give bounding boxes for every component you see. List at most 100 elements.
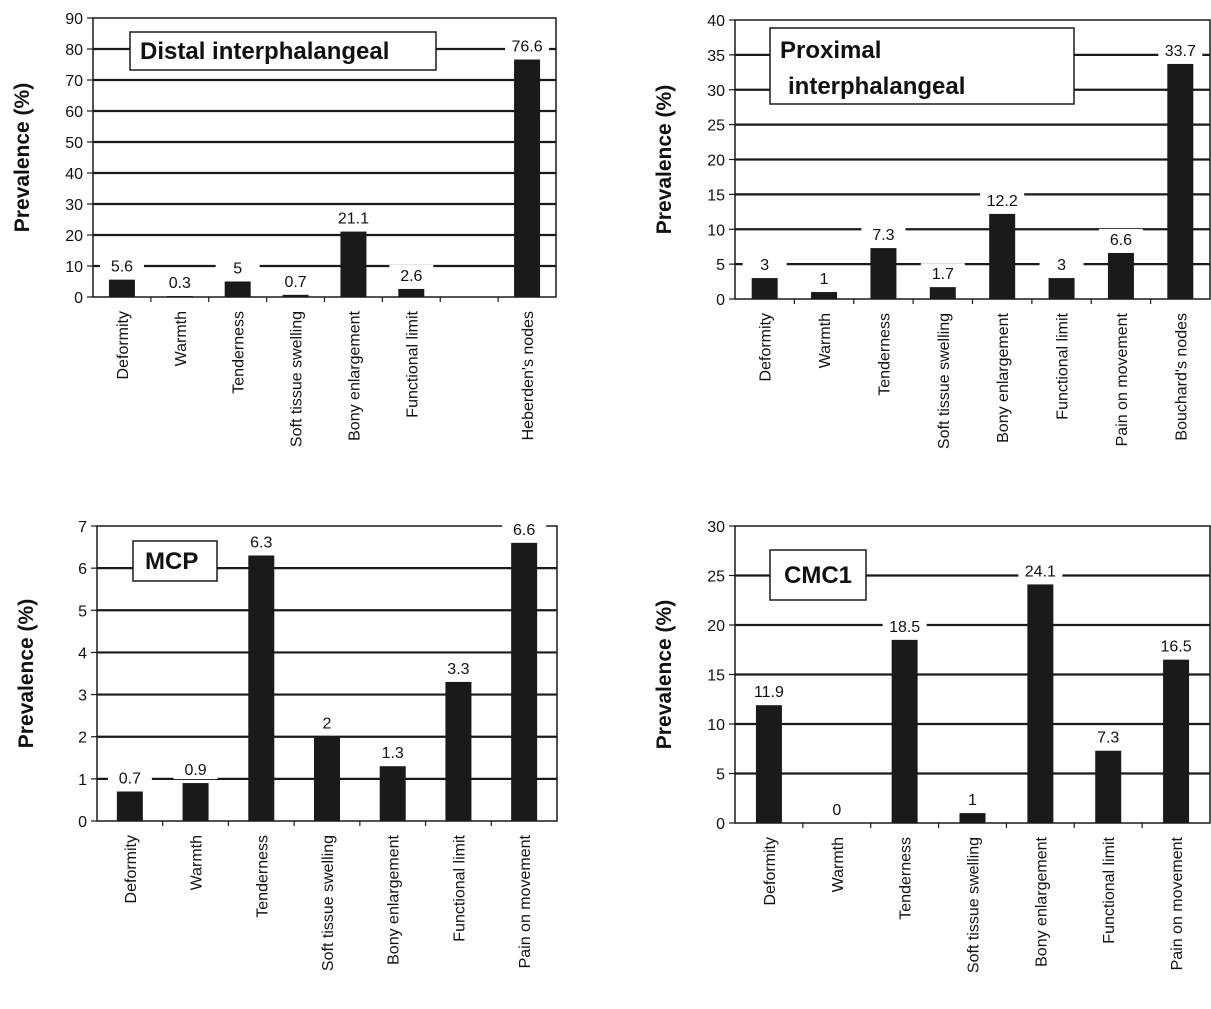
y-tick-label: 25 (707, 569, 725, 586)
y-tick-label: 40 (707, 13, 725, 30)
y-tick-label: 1 (78, 772, 87, 789)
bar-functional-limit (445, 681, 472, 821)
bar-bouchard-s-nodes (1167, 63, 1194, 299)
data-label-backing (746, 681, 791, 702)
x-category-label: Pain on movement (1169, 836, 1186, 970)
y-tick-label: 20 (707, 153, 725, 170)
bar-bony-enlargement (989, 213, 1016, 299)
bar-bony-enlargement (379, 766, 406, 821)
data-label-backing (742, 254, 787, 275)
x-category-label: Tenderness (231, 311, 248, 394)
bar-soft-tissue-swelling (314, 736, 340, 821)
data-label-backing (920, 263, 965, 284)
data-label-backing (814, 799, 859, 819)
x-category-label: Tenderness (876, 313, 893, 396)
y-tick-label: 5 (716, 257, 725, 274)
data-label-pain-on-movement: 16.5 (1161, 639, 1192, 656)
bar-bony-enlargement (340, 231, 367, 297)
panel-title-box (132, 540, 218, 582)
x-category-label: Functional limit (1055, 312, 1072, 419)
y-tick-label: 10 (707, 222, 725, 239)
data-label-backing (239, 531, 284, 552)
y-tick-label: 0 (74, 290, 83, 307)
x-category-label: Tenderness (898, 837, 915, 920)
panel-title-box (769, 549, 867, 601)
y-tick-label: 7 (78, 519, 87, 536)
data-label-deformity: 11.9 (754, 684, 784, 701)
bar-heberden-s-nodes (514, 59, 541, 297)
data-label-heberden-s-nodes: 76.6 (511, 39, 542, 56)
data-label-backing (505, 35, 550, 56)
data-label-warmth: 0.9 (184, 762, 206, 779)
y-tick-label: 30 (707, 519, 725, 536)
x-category-label: Pain on movement (1114, 312, 1131, 446)
data-label-deformity: 5.6 (111, 259, 133, 276)
data-label-functional-limit: 2.6 (400, 268, 422, 285)
data-label-backing (157, 272, 202, 293)
data-label-soft-tissue-swelling: 1.7 (932, 266, 954, 283)
x-category-label: Warmth (817, 313, 834, 368)
x-category-label: Heberden's nodes (520, 311, 537, 440)
data-label-backing (950, 789, 995, 810)
data-label-backing (1098, 228, 1143, 249)
bar-deformity (751, 278, 778, 299)
data-label-soft-tissue-swelling: 0.7 (284, 274, 306, 291)
bar-soft-tissue-swelling (959, 813, 986, 823)
data-label-backing (370, 742, 415, 763)
y-tick-label: 5 (716, 767, 725, 784)
y-axis-title: Prevalence (%) (15, 599, 38, 748)
x-category-label: Soft tissue swelling (936, 313, 953, 449)
x-category-label: Tenderness (254, 835, 271, 918)
x-category-label: Deformity (115, 311, 132, 379)
y-axis-title: Prevalence (%) (653, 600, 676, 749)
data-label-soft-tissue-swelling: 1 (968, 792, 977, 809)
data-label-backing (502, 518, 547, 539)
chart-panel-cmc1: 0 5 10 15 20 25 30 CMC1 11.9 Deformity 0 Warmth 18.5… (653, 519, 1211, 973)
x-category-label: Deformity (123, 835, 140, 903)
data-label-warmth: 0 (832, 802, 841, 819)
data-label-tenderness: 18.5 (889, 619, 920, 636)
bar-bony-enlargement (1027, 584, 1054, 823)
y-axis-title: Prevalence (%) (653, 85, 676, 234)
x-category-label: Bony enlargement (1033, 836, 1050, 966)
data-label-backing (980, 189, 1025, 210)
data-label-backing (436, 657, 481, 678)
data-label-functional-limit: 3.3 (447, 661, 469, 678)
data-label-backing (273, 270, 318, 291)
data-label-backing (802, 268, 847, 289)
y-tick-label: 20 (65, 228, 83, 245)
x-category-label: Soft tissue swelling (289, 311, 306, 447)
x-category-label: Deformity (758, 313, 775, 381)
panel-title: interphalangeal (788, 73, 965, 100)
x-category-label: Warmth (189, 835, 206, 890)
y-tick-label: 3 (78, 688, 87, 705)
data-label-bony-enlargement: 1.3 (382, 745, 404, 762)
y-tick-label: 5 (78, 603, 87, 620)
bar-deformity (108, 279, 135, 297)
x-category-label: Functional limit (404, 310, 421, 417)
x-category-label: Bony enlargement (346, 310, 363, 440)
data-label-bony-enlargement: 21.1 (338, 211, 369, 228)
y-tick-label: 50 (65, 135, 83, 152)
panel-title: MCP (145, 548, 198, 575)
bar-functional-limit (1048, 278, 1075, 299)
data-label-backing (331, 207, 376, 228)
panel-title-box (129, 31, 437, 71)
x-category-label: Bony enlargement (995, 312, 1012, 442)
bar-pain-on-movement (511, 542, 538, 821)
data-label-backing (1154, 635, 1199, 656)
y-tick-label: 60 (65, 104, 83, 121)
data-label-bony-enlargement: 12.2 (987, 193, 1018, 210)
bar-soft-tissue-swelling (282, 294, 309, 297)
y-tick-label: 10 (65, 259, 83, 276)
y-tick-label: 2 (78, 730, 87, 747)
bar-tenderness (891, 639, 918, 823)
bar-pain-on-movement (1107, 252, 1134, 299)
data-label-backing (882, 615, 927, 636)
y-tick-label: 35 (707, 48, 725, 65)
data-label-tenderness: 6.3 (250, 535, 272, 552)
chart-panel-mcp: 0 1 2 3 4 5 6 7 MCP 0.7 Deformity 0.9 Warmth 6.3 Tende… (15, 518, 558, 971)
x-category-label: Bony enlargement (386, 834, 403, 964)
data-label-backing (861, 224, 906, 245)
y-tick-label: 0 (716, 816, 725, 833)
